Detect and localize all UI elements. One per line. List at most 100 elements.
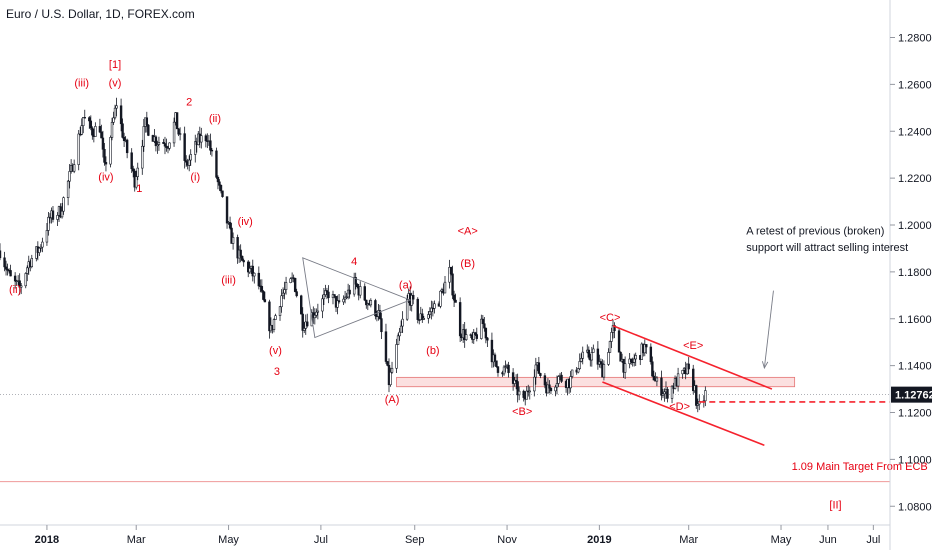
candle-body bbox=[363, 286, 366, 301]
y-tick-label: 1.08000 bbox=[898, 501, 932, 513]
candle-body bbox=[514, 379, 518, 382]
candle-body bbox=[293, 277, 297, 292]
candle-body bbox=[581, 351, 584, 359]
candle-body bbox=[474, 332, 477, 335]
candle-body bbox=[472, 332, 475, 340]
candle-body bbox=[236, 237, 239, 259]
candle-body bbox=[247, 261, 250, 273]
candle-body bbox=[184, 160, 188, 163]
candle-body bbox=[443, 281, 447, 294]
candle-body bbox=[295, 291, 298, 297]
wave-label: (iii) bbox=[221, 275, 236, 287]
candle-body bbox=[19, 285, 23, 288]
candle-body bbox=[303, 328, 306, 331]
candle-body bbox=[221, 190, 224, 197]
candle-body bbox=[225, 196, 229, 224]
candle-body bbox=[651, 361, 654, 377]
candle-body bbox=[274, 315, 277, 320]
candle-body bbox=[147, 124, 150, 136]
candle-body bbox=[578, 361, 581, 369]
x-tick-label: 2019 bbox=[587, 534, 611, 546]
candle-body bbox=[183, 133, 186, 161]
candle-body bbox=[163, 143, 167, 147]
candle-body bbox=[162, 141, 165, 144]
candle-body bbox=[189, 154, 192, 161]
candle-body bbox=[301, 313, 304, 331]
candle-body bbox=[18, 280, 21, 288]
candle-body bbox=[131, 168, 135, 172]
wave-label: (a) bbox=[399, 279, 412, 291]
candle-body bbox=[416, 298, 419, 320]
candle-body bbox=[495, 360, 498, 367]
candle-body bbox=[557, 376, 560, 384]
candle-body bbox=[645, 344, 648, 348]
candle-body bbox=[315, 311, 318, 316]
candle-body bbox=[543, 375, 547, 386]
candle-body bbox=[168, 142, 171, 149]
candle-body bbox=[109, 137, 112, 165]
candle-body bbox=[590, 352, 594, 361]
wave-label: <D> bbox=[669, 401, 690, 413]
candle-body bbox=[121, 123, 124, 138]
candle-body bbox=[157, 141, 161, 145]
triangle-pattern bbox=[302, 257, 412, 339]
candle-body bbox=[316, 310, 320, 313]
y-tick-label: 1.14000 bbox=[898, 361, 932, 373]
candle-body bbox=[4, 266, 8, 270]
candle-body bbox=[525, 390, 528, 400]
candle-body bbox=[272, 319, 276, 330]
candle-body bbox=[89, 120, 93, 129]
candle-body bbox=[313, 314, 317, 319]
candle-body bbox=[260, 286, 264, 292]
wave-label: [II] bbox=[829, 500, 841, 512]
wave-label: (iii) bbox=[74, 78, 89, 90]
candle-body bbox=[253, 272, 256, 277]
wave-label: (v) bbox=[109, 78, 122, 90]
candle-body bbox=[681, 370, 684, 375]
candle-body bbox=[356, 283, 359, 287]
candle-body bbox=[655, 377, 659, 382]
candle-body bbox=[390, 367, 394, 373]
candle-body bbox=[82, 117, 85, 126]
candle-body bbox=[493, 354, 497, 362]
candle-body bbox=[692, 368, 695, 392]
candle-body bbox=[263, 299, 267, 303]
candle-body bbox=[204, 135, 208, 142]
candle-body bbox=[475, 334, 478, 339]
candle-body bbox=[537, 362, 541, 374]
wave-label: (A) bbox=[385, 394, 400, 406]
wave-label: 4 bbox=[351, 256, 357, 268]
candle-body bbox=[342, 298, 345, 303]
candle-body bbox=[539, 373, 542, 376]
wave-label: 3 bbox=[274, 366, 280, 378]
candle-body bbox=[412, 295, 415, 300]
x-tick-label: Jun bbox=[819, 534, 837, 546]
y-tick-label: 1.12000 bbox=[898, 408, 932, 420]
wave-label: (i) bbox=[190, 171, 200, 183]
candle-body bbox=[454, 299, 457, 303]
candle-body bbox=[398, 331, 401, 337]
candle-body bbox=[100, 131, 103, 139]
candle-body bbox=[345, 296, 348, 299]
wave-label: (iv) bbox=[238, 216, 253, 228]
x-tick-label: Mar bbox=[127, 534, 146, 546]
candle-body bbox=[278, 306, 282, 316]
resistance-zone bbox=[396, 376, 796, 388]
wave-label: (ii) bbox=[209, 113, 221, 125]
candle-body bbox=[251, 265, 254, 277]
candle-body bbox=[281, 292, 285, 297]
candle-body bbox=[268, 301, 271, 332]
target-label: 1.09 Main Target From ECB bbox=[792, 461, 928, 473]
candle-body bbox=[66, 180, 70, 198]
candle-body bbox=[359, 286, 362, 296]
candle-body bbox=[228, 222, 232, 229]
symbol-title: Euro / U.S. Dollar, 1D, FOREX.com bbox=[6, 7, 195, 21]
candle-body bbox=[458, 302, 462, 337]
candle-body bbox=[592, 348, 595, 353]
candle-body bbox=[666, 388, 669, 399]
candle-body bbox=[77, 133, 80, 165]
candle-body bbox=[219, 185, 223, 192]
candle-body bbox=[80, 125, 83, 135]
